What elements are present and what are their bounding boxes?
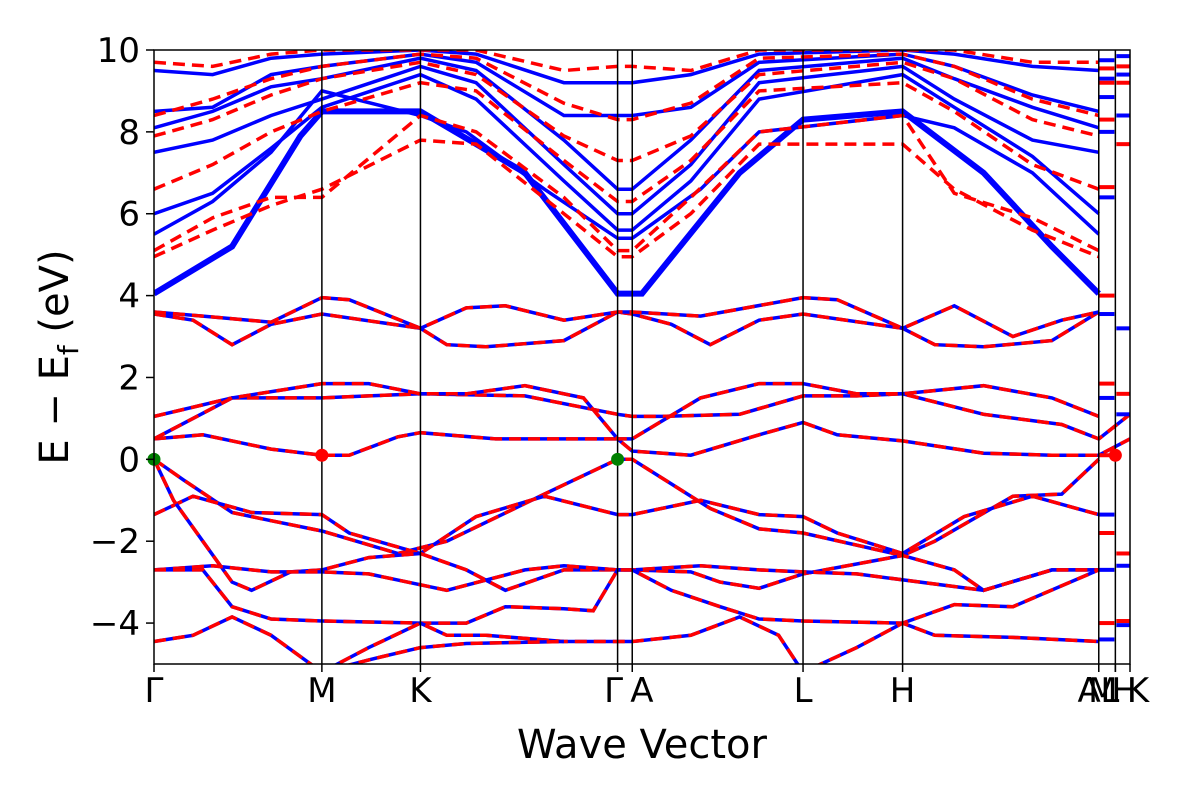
y-axis-ticks: −4 −2 0 2 4 6 8 10 — [90, 31, 154, 644]
y-tick-label: 0 — [118, 440, 140, 480]
band-line-red — [154, 494, 1100, 556]
kpoint-lines — [321, 50, 1117, 664]
bands-layer — [154, 50, 1130, 664]
band-line-red — [154, 457, 1100, 558]
y-tick-label: 2 — [118, 358, 140, 398]
band-line-red — [154, 295, 1100, 339]
y-axis-label: E − Ef (eV) — [32, 249, 85, 464]
band-line-red — [154, 458, 1099, 593]
band-line-blue — [154, 295, 1100, 339]
band-line-red — [346, 639, 564, 664]
band-line-red — [154, 381, 1100, 441]
x-tick-label: K — [1127, 671, 1151, 711]
special-point — [611, 452, 625, 466]
band-line-blue — [154, 457, 1100, 558]
x-tick-label: K — [409, 671, 433, 711]
x-tick-label: H — [890, 671, 916, 711]
band-line-red — [154, 420, 1130, 457]
x-tick-label: Γ — [145, 671, 164, 711]
band-line-red — [154, 564, 1099, 593]
x-tick-label: L — [1100, 671, 1119, 711]
x-tick-label: A — [630, 671, 653, 711]
y-tick-label: −4 — [90, 604, 140, 644]
band-line-red — [154, 392, 1130, 441]
band-line-red — [154, 568, 1100, 625]
band-line-blue — [154, 310, 1100, 349]
band-line-red — [154, 310, 1100, 349]
y-tick-label: 4 — [118, 277, 140, 317]
x-tick-label: Γ — [604, 671, 623, 711]
band-line-red — [154, 138, 1100, 259]
x-tick-label: L — [794, 671, 813, 711]
y-tick-label: 10 — [97, 31, 140, 71]
y-tick-label: 8 — [118, 113, 140, 153]
band-line-blue — [154, 568, 1100, 625]
special-point — [315, 448, 329, 462]
plot-frame — [153, 49, 1131, 665]
special-points — [147, 448, 1122, 466]
y-tick-label: −2 — [90, 522, 140, 562]
band-line-blue — [154, 381, 1100, 441]
y-tick-label: 6 — [118, 195, 140, 235]
x-axis-label: Wave Vector — [517, 722, 768, 768]
x-tick-label: M — [1088, 671, 1117, 711]
special-point — [1108, 448, 1122, 462]
x-tick-label: M — [307, 671, 336, 711]
x-tick-label: H — [1111, 671, 1137, 711]
x-tick-label: A — [1078, 671, 1101, 711]
